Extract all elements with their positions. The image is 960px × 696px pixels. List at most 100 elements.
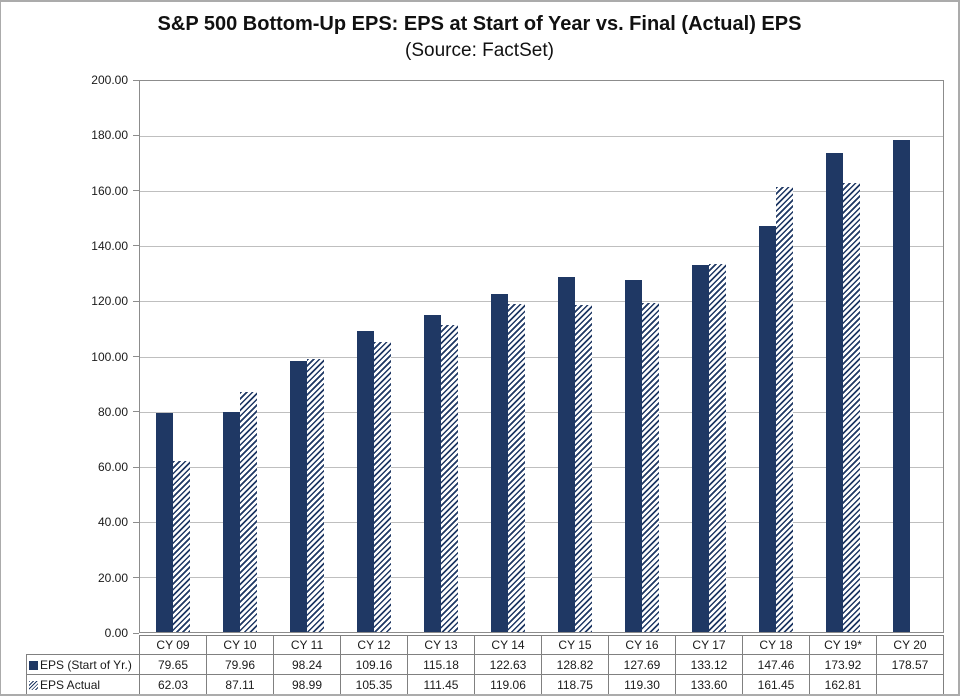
bar-eps-start (825, 152, 843, 632)
value-cell (876, 674, 944, 694)
value-cell: 111.45 (407, 674, 475, 694)
bar-eps-start (357, 331, 375, 632)
value-cell: 119.06 (474, 674, 542, 694)
grid-line (140, 576, 943, 578)
value-cell: 79.96 (206, 654, 274, 675)
y-tick-label: 60.00 (97, 460, 128, 475)
y-tick-label: 160.00 (91, 183, 128, 198)
value-cell: 98.99 (273, 674, 341, 694)
y-tick-label: 140.00 (91, 238, 128, 253)
table-series-row: EPS Actual 62.03 87.11 98.99 105.35 111.45 119… (26, 674, 944, 694)
table-category-row: CY 09 CY 10 CY 11 CY 12 CY 13 CY 14 CY 15 CY 16… (27, 635, 944, 655)
value-cell: 62.03 (139, 674, 207, 694)
value-cell: 98.24 (273, 654, 341, 675)
category-cell: CY 11 (273, 635, 341, 655)
category-cell: CY 17 (675, 635, 743, 655)
y-tick-mark (133, 79, 139, 81)
category-column (675, 81, 742, 632)
y-tick-mark (133, 577, 139, 579)
category-column (408, 81, 475, 632)
y-tick-label: 80.00 (97, 404, 128, 419)
value-cell: 115.18 (407, 654, 475, 675)
grid-line (140, 246, 943, 248)
y-tick-mark (133, 632, 139, 634)
plot-area (139, 80, 944, 633)
value-cell: 118.75 (541, 674, 609, 694)
category-cell: CY 14 (474, 635, 542, 655)
chart-subtitle: (Source: FactSet) (405, 40, 554, 61)
grid-line (140, 466, 943, 468)
category-column (341, 81, 408, 632)
legend-label-cell: EPS (Start of Yr.) (26, 654, 140, 675)
bar-eps-start (424, 314, 442, 632)
bar-eps-start (557, 277, 575, 632)
grid-line (140, 301, 943, 303)
grid-line (140, 521, 943, 523)
value-cell: 178.57 (876, 654, 944, 675)
y-tick-label: 200.00 (91, 73, 128, 87)
bar-eps-actual (574, 304, 592, 632)
category-column (742, 81, 809, 632)
bar-eps-start (223, 411, 241, 632)
y-tick-mark (133, 466, 139, 468)
bar-eps-actual (374, 341, 392, 632)
table-corner-ghost (27, 636, 140, 655)
value-cell: 127.69 (608, 654, 676, 675)
value-cell: 105.35 (340, 674, 408, 694)
category-cell: CY 09 (139, 635, 207, 655)
bar-eps-start (758, 225, 776, 632)
category-cell: CY 19* (809, 635, 877, 655)
grid-line (140, 191, 943, 193)
category-column (876, 81, 943, 632)
bar-eps-actual (307, 359, 325, 632)
y-tick-mark (133, 134, 139, 136)
category-column (542, 81, 609, 632)
category-cell: CY 10 (206, 635, 274, 655)
value-cell: 161.45 (742, 674, 810, 694)
category-cell: CY 16 (608, 635, 676, 655)
bar-eps-start (624, 280, 642, 632)
bar-eps-actual (842, 183, 860, 632)
y-tick-mark (133, 245, 139, 247)
value-cell: 173.92 (809, 654, 877, 675)
value-cell: 133.12 (675, 654, 743, 675)
y-tick-label: 40.00 (97, 515, 128, 530)
bar-eps-actual (508, 304, 526, 632)
bar-eps-start (156, 412, 174, 632)
value-cell: 128.82 (541, 654, 609, 675)
bar-eps-start (491, 294, 509, 632)
category-cell: CY 15 (541, 635, 609, 655)
category-column (809, 81, 876, 632)
solid-square-icon (29, 660, 38, 670)
value-cell: 147.46 (742, 654, 810, 675)
grid-line (140, 356, 943, 358)
y-tick-mark (133, 300, 139, 302)
y-tick-label: 0.00 (104, 626, 128, 640)
bar-eps-start (691, 265, 709, 632)
legend-series-name: EPS (Start of Yr.) (40, 657, 132, 672)
y-tick-label: 120.00 (91, 294, 128, 309)
bar-eps-actual (173, 461, 191, 632)
y-tick-label: 100.00 (91, 349, 128, 364)
value-cell: 87.11 (206, 674, 274, 694)
bar-eps-start (290, 361, 308, 632)
category-cell: CY 18 (742, 635, 810, 655)
legend-label-cell: EPS Actual (26, 674, 140, 694)
category-column (475, 81, 542, 632)
y-tick-mark (133, 521, 139, 523)
legend-series-name: EPS Actual (40, 677, 101, 692)
y-tick-mark (133, 411, 139, 413)
grid-line (140, 136, 943, 138)
category-cell: CY 13 (407, 635, 475, 655)
y-tick-mark (133, 356, 139, 357)
value-cell: 109.16 (340, 654, 408, 675)
bar-eps-actual (708, 263, 726, 632)
bar-eps-actual (441, 324, 459, 632)
bar-eps-start (892, 140, 910, 632)
bar-eps-actual (775, 187, 793, 632)
value-cell: 79.65 (139, 654, 207, 675)
bars-container (140, 81, 943, 632)
bar-eps-actual (641, 303, 659, 632)
value-cell: 119.30 (608, 674, 676, 694)
